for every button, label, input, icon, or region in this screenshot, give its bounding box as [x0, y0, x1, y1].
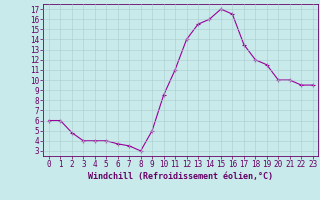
X-axis label: Windchill (Refroidissement éolien,°C): Windchill (Refroidissement éolien,°C): [88, 172, 273, 181]
